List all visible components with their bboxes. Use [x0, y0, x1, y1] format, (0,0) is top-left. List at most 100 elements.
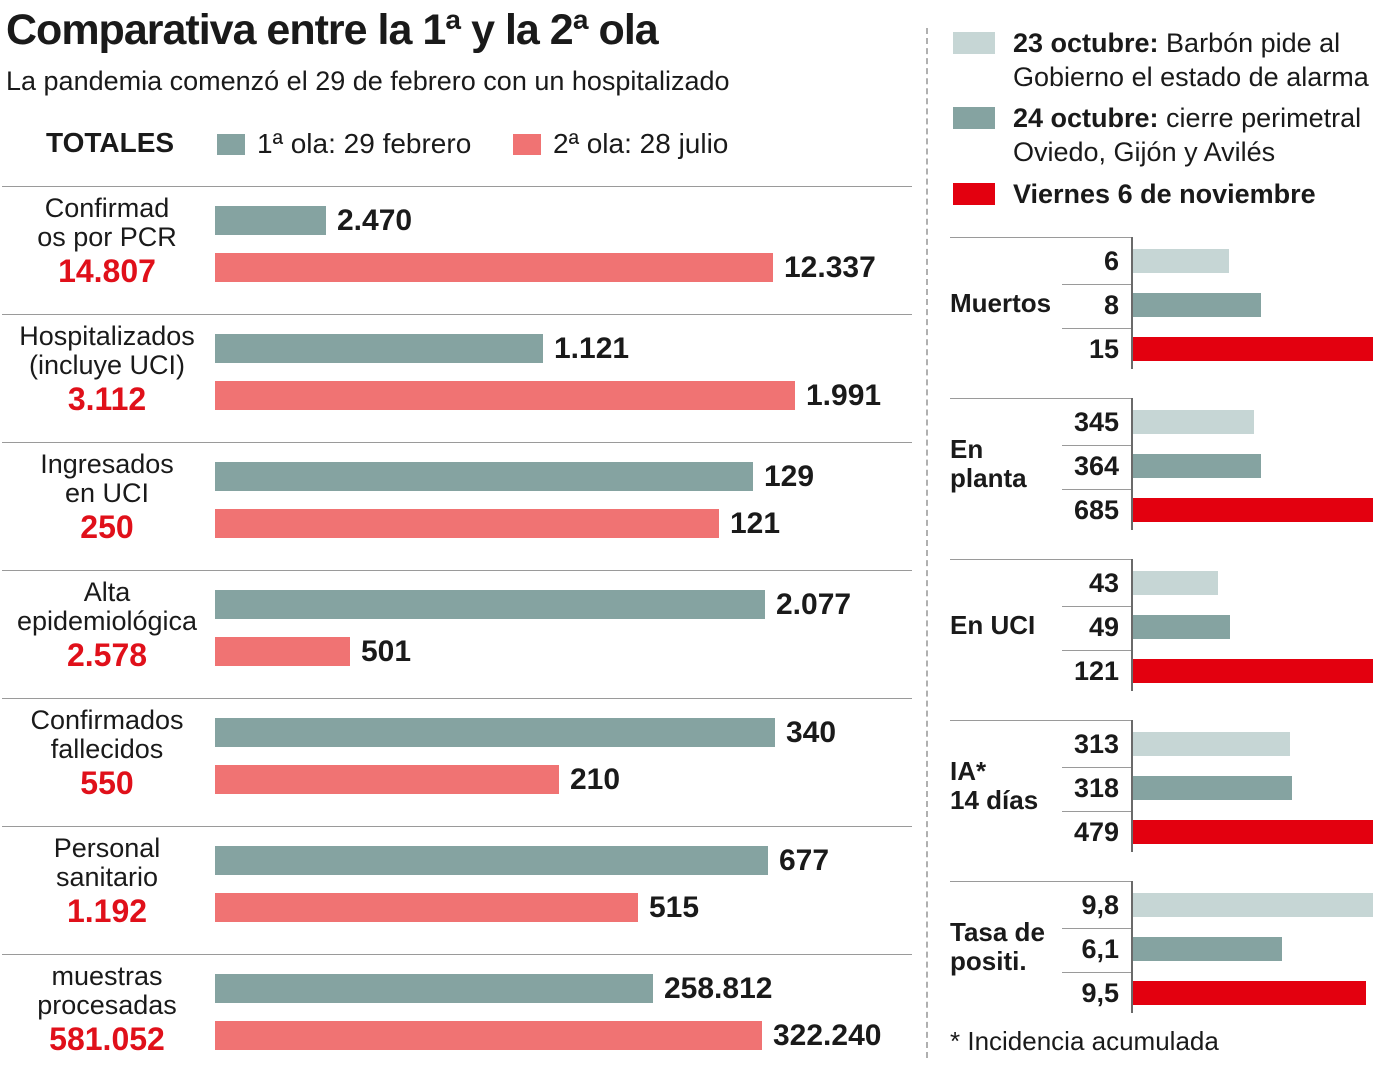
row-divider [1062, 972, 1131, 973]
group-value: 9,5 [1081, 978, 1119, 1008]
category-label-line: Personal [53, 833, 161, 863]
category-label-line: (incluye UCI) [28, 350, 186, 380]
category-label: Hospitalizados (incluye UCI) 3.112 [2, 322, 212, 418]
category-label: Personal sanitario 1.192 [2, 834, 212, 930]
category-label-line: Ingresados [40, 449, 174, 479]
category-label-line: muestras [51, 961, 163, 991]
bar-value-wave2: 1.991 [806, 379, 882, 412]
bar-value-wave1: 677 [779, 844, 830, 877]
bar-wave2 [215, 381, 795, 410]
category-label: Confirmados fallecidos 550 [2, 706, 212, 802]
column-divider [926, 28, 928, 1058]
row-divider [1062, 928, 1131, 929]
row-separator [2, 186, 912, 187]
group-bar [1133, 454, 1261, 478]
category-label: Confirmad os por PCR 14.807 [2, 194, 212, 290]
bar-wave2 [215, 509, 719, 538]
right-legend-line: Oviedo, Gijón y Avilés [1013, 137, 1276, 167]
group-value: 6,1 [1081, 934, 1119, 964]
legend-swatch-wave1 [217, 133, 245, 155]
group-separator [950, 237, 1131, 238]
group-separator [950, 881, 1131, 882]
right-legend-date: Viernes 6 de noviembre [1013, 179, 1316, 209]
right-legend-line: Gobierno el estado de alarma [1013, 62, 1369, 92]
group-axis [1131, 398, 1133, 530]
group-bar [1133, 337, 1373, 361]
chart-subtitle: La pandemia comenzó el 29 de febrero con… [6, 66, 730, 96]
category-label-line: sanitario [55, 862, 159, 892]
category-total: 250 [80, 509, 134, 545]
bar-wave2 [215, 637, 350, 666]
group-value: 318 [1073, 773, 1119, 803]
row-divider [1062, 328, 1131, 329]
row-separator [2, 954, 912, 955]
right-legend-text: 23 octubre: Barbón pide al Gobierno el es… [1013, 26, 1369, 94]
right-legend-item: 24 octubre: cierre perimetral Oviedo, Gij… [953, 101, 1361, 169]
row-separator [2, 314, 912, 315]
bar-wave2 [215, 765, 559, 794]
right-legend-text: Viernes 6 de noviembre [1013, 177, 1316, 211]
category-total: 3.112 [67, 381, 147, 417]
group-separator [950, 398, 1131, 399]
row-divider [1062, 811, 1131, 812]
right-legend-swatch [953, 183, 995, 205]
row-separator [2, 442, 912, 443]
category-label: muestras procesadas 581.052 [2, 962, 212, 1058]
category-total: 2.578 [66, 637, 148, 673]
group-bar [1133, 410, 1254, 434]
right-legend-item: Viernes 6 de noviembre [953, 177, 1316, 211]
group-bar [1133, 981, 1366, 1005]
group-bar [1133, 732, 1290, 756]
legend-swatch-wave2 [513, 133, 541, 155]
bar-wave1 [215, 590, 765, 619]
group-value: 479 [1073, 817, 1119, 847]
group-axis [1131, 720, 1133, 852]
bar-wave1 [215, 718, 775, 747]
bar-value-wave1: 129 [764, 460, 815, 493]
group-label-line: positi. [950, 946, 1027, 976]
group-label-line: Tasa de [950, 917, 1045, 947]
group-value: 6 [1103, 246, 1119, 276]
right-legend-item: 23 octubre: Barbón pide al Gobierno el es… [953, 26, 1369, 94]
group-bar [1133, 293, 1261, 317]
row-divider [1062, 489, 1131, 490]
row-separator [2, 698, 912, 699]
category-label-line: Confirmados [30, 705, 184, 735]
row-divider [1062, 284, 1131, 285]
bar-wave1 [215, 334, 543, 363]
bar-value-wave1: 1.121 [554, 332, 630, 365]
group-axis [1131, 559, 1133, 691]
group-bar [1133, 615, 1231, 639]
right-legend-line: 24 octubre: cierre perimetral [1013, 101, 1361, 135]
group-value: 43 [1088, 568, 1119, 598]
category-label-line: epidemiológica [16, 606, 198, 636]
right-legend-date: 23 octubre: [1013, 28, 1159, 58]
right-legend-date: 24 octubre: [1013, 103, 1159, 133]
category-label-line: fallecidos [50, 734, 164, 764]
category-label-line: procesadas [37, 990, 177, 1020]
bar-wave2 [215, 253, 773, 282]
totales-label: TOTALES [46, 127, 175, 158]
group-value: 15 [1088, 334, 1119, 364]
right-legend-text: 24 octubre: cierre perimetral Oviedo, Gij… [1013, 101, 1361, 169]
legend-wave2: 2ª ola: 28 julio [513, 128, 728, 160]
category-label-line: Hospitalizados [19, 321, 195, 351]
right-legend-swatch [953, 107, 995, 129]
category-total: 550 [80, 765, 134, 801]
group-label: IA* 14 días [950, 757, 1038, 815]
right-legend-desc: Barbón pide al [1158, 28, 1341, 58]
bar-value-wave1: 258.812 [664, 972, 773, 1005]
bar-value-wave2: 121 [730, 507, 781, 540]
group-label: Muertos [950, 288, 1051, 318]
bar-value-wave1: 340 [786, 716, 837, 749]
legend-label-wave2: 2ª ola: 28 julio [553, 128, 729, 159]
bar-wave2 [215, 893, 638, 922]
row-separator [2, 570, 912, 571]
group-separator [950, 720, 1131, 721]
bar-value-wave1: 2.077 [776, 588, 852, 621]
group-bar [1133, 820, 1373, 844]
category-label-line: os por PCR [37, 222, 177, 252]
row-divider [1062, 767, 1131, 768]
category-total: 14.807 [58, 253, 156, 289]
group-label-line: 14 días [950, 785, 1039, 815]
